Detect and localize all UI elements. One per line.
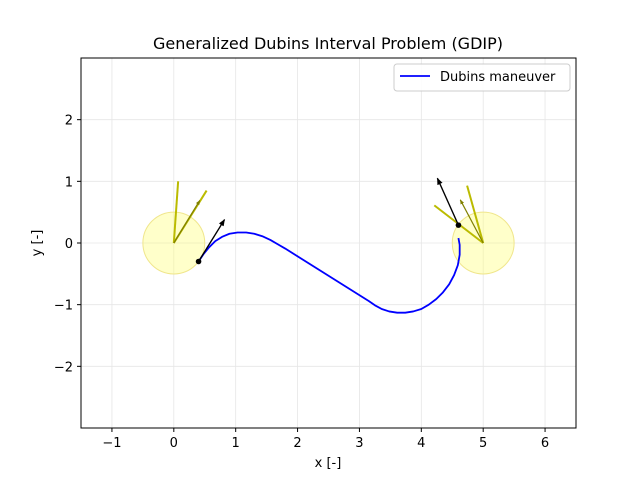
path-endpoint-marker [195,258,202,265]
heading-interval-bound [466,185,485,244]
y-axis-ticks: −2 −1 0 1 2 [54,114,81,375]
x-tick-label: 5 [479,436,487,451]
grid-lines [81,58,576,428]
y-tick-label: −1 [54,299,73,314]
path-endpoint-marker [455,222,462,228]
legend-box [393,63,571,92]
heading-vector-arrow [436,177,460,226]
y-tick-label: 2 [65,114,73,129]
x-axis-ticks: −1 0 1 2 3 4 5 6 [102,428,549,451]
legend-label-dubins-maneuver: Dubins maneuver [440,70,556,85]
heading-interval-center-arrow [459,199,484,244]
series-line-dubins-maneuver [197,231,461,314]
x-tick-label: 2 [293,436,301,451]
y-tick-label: −2 [54,360,73,375]
x-tick-label: 3 [355,436,363,451]
plot-area [142,177,515,314]
chart-title: Generalized Dubins Interval Problem (GDI… [153,34,503,53]
x-tick-label: −1 [102,436,121,451]
x-tick-label: 4 [417,436,425,451]
x-tick-label: 6 [541,436,549,451]
y-tick-label: 1 [65,175,73,190]
heading-vector-arrow [197,218,226,262]
legend: Dubins maneuver [393,63,571,92]
heading-interval-bound [172,181,180,244]
x-tick-label: 0 [170,436,178,451]
heading-interval-center-arrow [173,200,201,244]
x-tick-label: 1 [232,436,240,451]
y-tick-label: 0 [65,237,73,252]
y-axis-label: y [-] [30,230,45,257]
x-axis-label: x [-] [315,456,342,471]
